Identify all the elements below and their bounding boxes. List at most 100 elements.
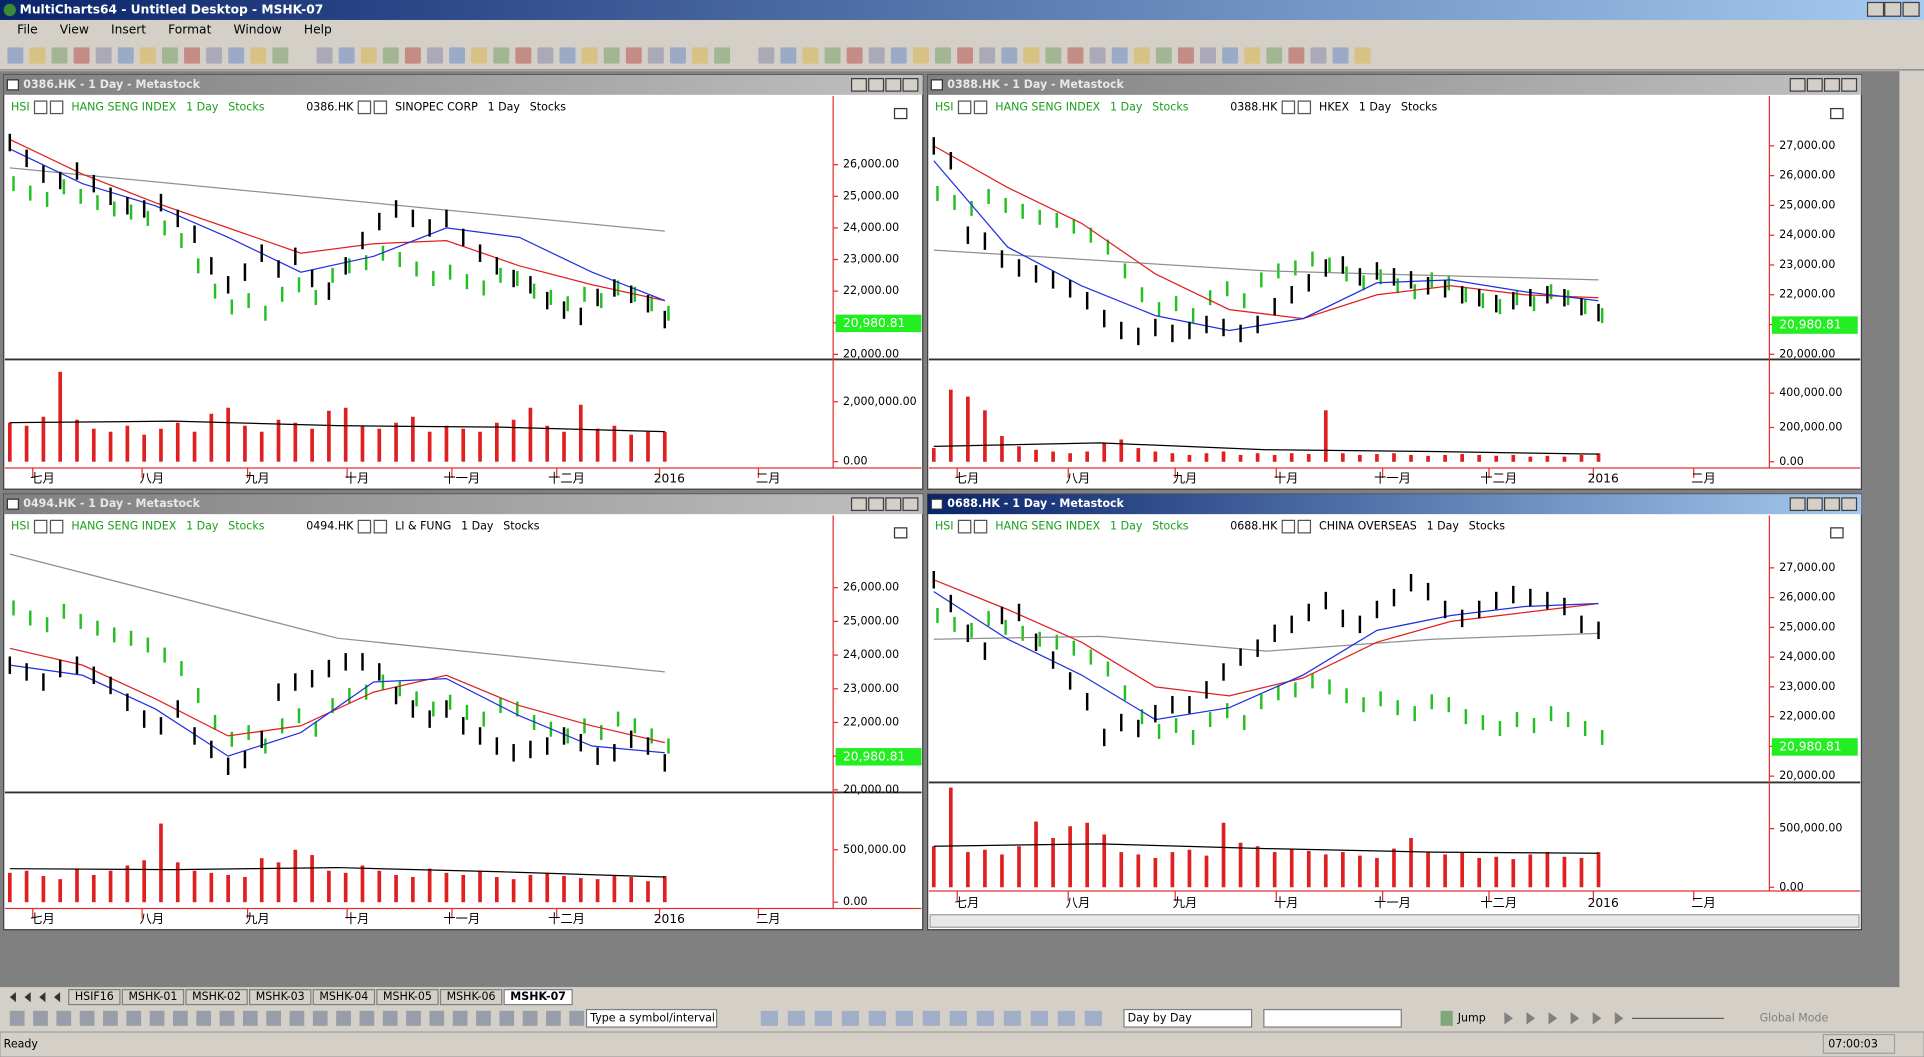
drawing-tool[interactable] xyxy=(79,1010,95,1026)
toolbar-button[interactable] xyxy=(895,1010,913,1026)
toolbar-button[interactable] xyxy=(1310,47,1327,64)
drawing-tool[interactable] xyxy=(173,1010,188,1026)
toolbar-button[interactable] xyxy=(787,1010,805,1026)
toolbar-button[interactable] xyxy=(250,47,267,64)
scroll-toggle[interactable] xyxy=(1830,527,1844,539)
symbol-input[interactable] xyxy=(585,1008,718,1028)
pane-close[interactable] xyxy=(902,497,919,512)
toolbar-button[interactable] xyxy=(427,47,443,64)
toolbar-button[interactable] xyxy=(206,47,223,64)
toolbar-button[interactable] xyxy=(493,47,510,64)
horizontal-scrollbar[interactable] xyxy=(929,914,1860,928)
legend-dropdown[interactable] xyxy=(49,519,64,534)
toolbar-button[interactable] xyxy=(559,47,576,64)
tab-nav[interactable] xyxy=(53,992,61,1003)
drawing-tool[interactable] xyxy=(219,1010,235,1026)
toolbar-button[interactable] xyxy=(338,47,355,64)
legend-dropdown[interactable] xyxy=(1297,100,1312,115)
pane-menu-button[interactable] xyxy=(1789,497,1806,512)
toolbar-button[interactable] xyxy=(647,47,664,64)
toolbar-button[interactable] xyxy=(1133,47,1150,64)
toolbar-button[interactable] xyxy=(1003,1010,1021,1026)
pane-maximize[interactable] xyxy=(885,77,902,92)
drawing-tool[interactable] xyxy=(336,1010,351,1026)
toolbar-button[interactable] xyxy=(1288,47,1305,64)
pane-menu-button[interactable] xyxy=(850,77,867,92)
sheet-tab-label[interactable]: MSHK-01 xyxy=(129,990,178,1003)
drawing-tool[interactable] xyxy=(382,1010,398,1026)
pane-minimize[interactable] xyxy=(868,497,885,512)
sheet-tab[interactable] xyxy=(68,988,121,1006)
toolbar-button[interactable] xyxy=(1332,47,1349,64)
toolbar-button[interactable] xyxy=(714,47,731,64)
toolbar-button[interactable] xyxy=(515,47,532,64)
menu-item[interactable]: Format xyxy=(168,22,211,36)
toolbar-button[interactable] xyxy=(868,47,885,64)
drawing-tool[interactable] xyxy=(546,1010,561,1026)
pane-close[interactable] xyxy=(902,77,919,92)
pane-maximize[interactable] xyxy=(1823,497,1840,512)
toolbar-button[interactable] xyxy=(360,47,377,64)
toolbar-button[interactable] xyxy=(1200,47,1216,64)
legend-dropdown[interactable] xyxy=(33,519,48,534)
pane-minimize[interactable] xyxy=(1806,497,1823,512)
global-mode[interactable]: Global Mode xyxy=(1760,1011,1829,1024)
legend-dropdown[interactable] xyxy=(373,100,388,115)
pane-maximize[interactable] xyxy=(1823,77,1840,92)
pane-menu-button[interactable] xyxy=(850,497,867,512)
drawing-tool[interactable] xyxy=(242,1010,258,1026)
drawing-tool[interactable] xyxy=(569,1010,585,1026)
tab-nav[interactable] xyxy=(39,992,46,1003)
legend-dropdown[interactable] xyxy=(973,519,988,534)
toolbar-button[interactable] xyxy=(228,47,245,64)
legend-dropdown[interactable] xyxy=(357,100,372,115)
legend-dropdown[interactable] xyxy=(33,100,48,115)
toolbar-button[interactable] xyxy=(117,47,134,64)
legend-dropdown[interactable] xyxy=(49,100,64,115)
toolbar-button[interactable] xyxy=(1111,47,1128,64)
sheet-tab[interactable] xyxy=(503,988,573,1006)
scroll-toggle[interactable] xyxy=(893,527,908,539)
empty-combo[interactable] xyxy=(1263,1008,1402,1028)
drawing-tool[interactable] xyxy=(56,1010,72,1026)
toolbar-button[interactable] xyxy=(912,47,929,64)
sheet-tab-label[interactable]: MSHK-07 xyxy=(510,990,566,1003)
legend-dropdown[interactable] xyxy=(1281,100,1296,115)
toolbar-button[interactable] xyxy=(1354,47,1371,64)
sheet-tab[interactable] xyxy=(185,988,248,1006)
drawing-tool[interactable] xyxy=(406,1010,421,1026)
minimize-button[interactable] xyxy=(1866,1,1885,17)
toolbar-button[interactable] xyxy=(471,47,488,64)
maximize-button[interactable] xyxy=(1884,1,1902,17)
playback-button[interactable] xyxy=(1614,1012,1624,1025)
sheet-tab-label[interactable]: MSHK-02 xyxy=(192,990,241,1003)
drawing-tool[interactable] xyxy=(429,1010,445,1026)
toolbar-button[interactable] xyxy=(1177,47,1194,64)
toolbar-button[interactable] xyxy=(976,1010,994,1026)
drawing-tool[interactable] xyxy=(312,1010,328,1026)
sheet-tab-label[interactable]: HSIF16 xyxy=(75,990,114,1003)
sheet-tab[interactable] xyxy=(312,988,376,1006)
toolbar-button[interactable] xyxy=(890,47,907,64)
toolbar-button[interactable] xyxy=(1155,47,1172,64)
menu-item[interactable]: File xyxy=(17,22,38,36)
toolbar-button[interactable] xyxy=(1266,47,1283,64)
playback-button[interactable] xyxy=(1526,1012,1536,1025)
toolbar-button[interactable] xyxy=(7,47,24,64)
toolbar-button[interactable] xyxy=(95,47,112,64)
pane-maximize[interactable] xyxy=(885,497,902,512)
toolbar-button[interactable] xyxy=(814,1010,832,1026)
toolbar-button[interactable] xyxy=(1023,47,1040,64)
legend-dropdown[interactable] xyxy=(957,100,972,115)
toolbar-button[interactable] xyxy=(161,47,178,64)
sheet-tab-label[interactable]: MSHK-06 xyxy=(447,990,496,1003)
sheet-tab[interactable] xyxy=(249,988,312,1006)
drawing-tool[interactable] xyxy=(522,1010,538,1026)
toolbar-button[interactable] xyxy=(1057,1010,1075,1026)
scroll-toggle[interactable] xyxy=(893,107,908,120)
drawing-tool[interactable] xyxy=(9,1010,25,1026)
toolbar-button[interactable] xyxy=(868,1010,886,1026)
toolbar-button[interactable] xyxy=(139,47,156,64)
drawing-tool[interactable] xyxy=(126,1010,142,1026)
toolbar-button[interactable] xyxy=(780,47,797,64)
